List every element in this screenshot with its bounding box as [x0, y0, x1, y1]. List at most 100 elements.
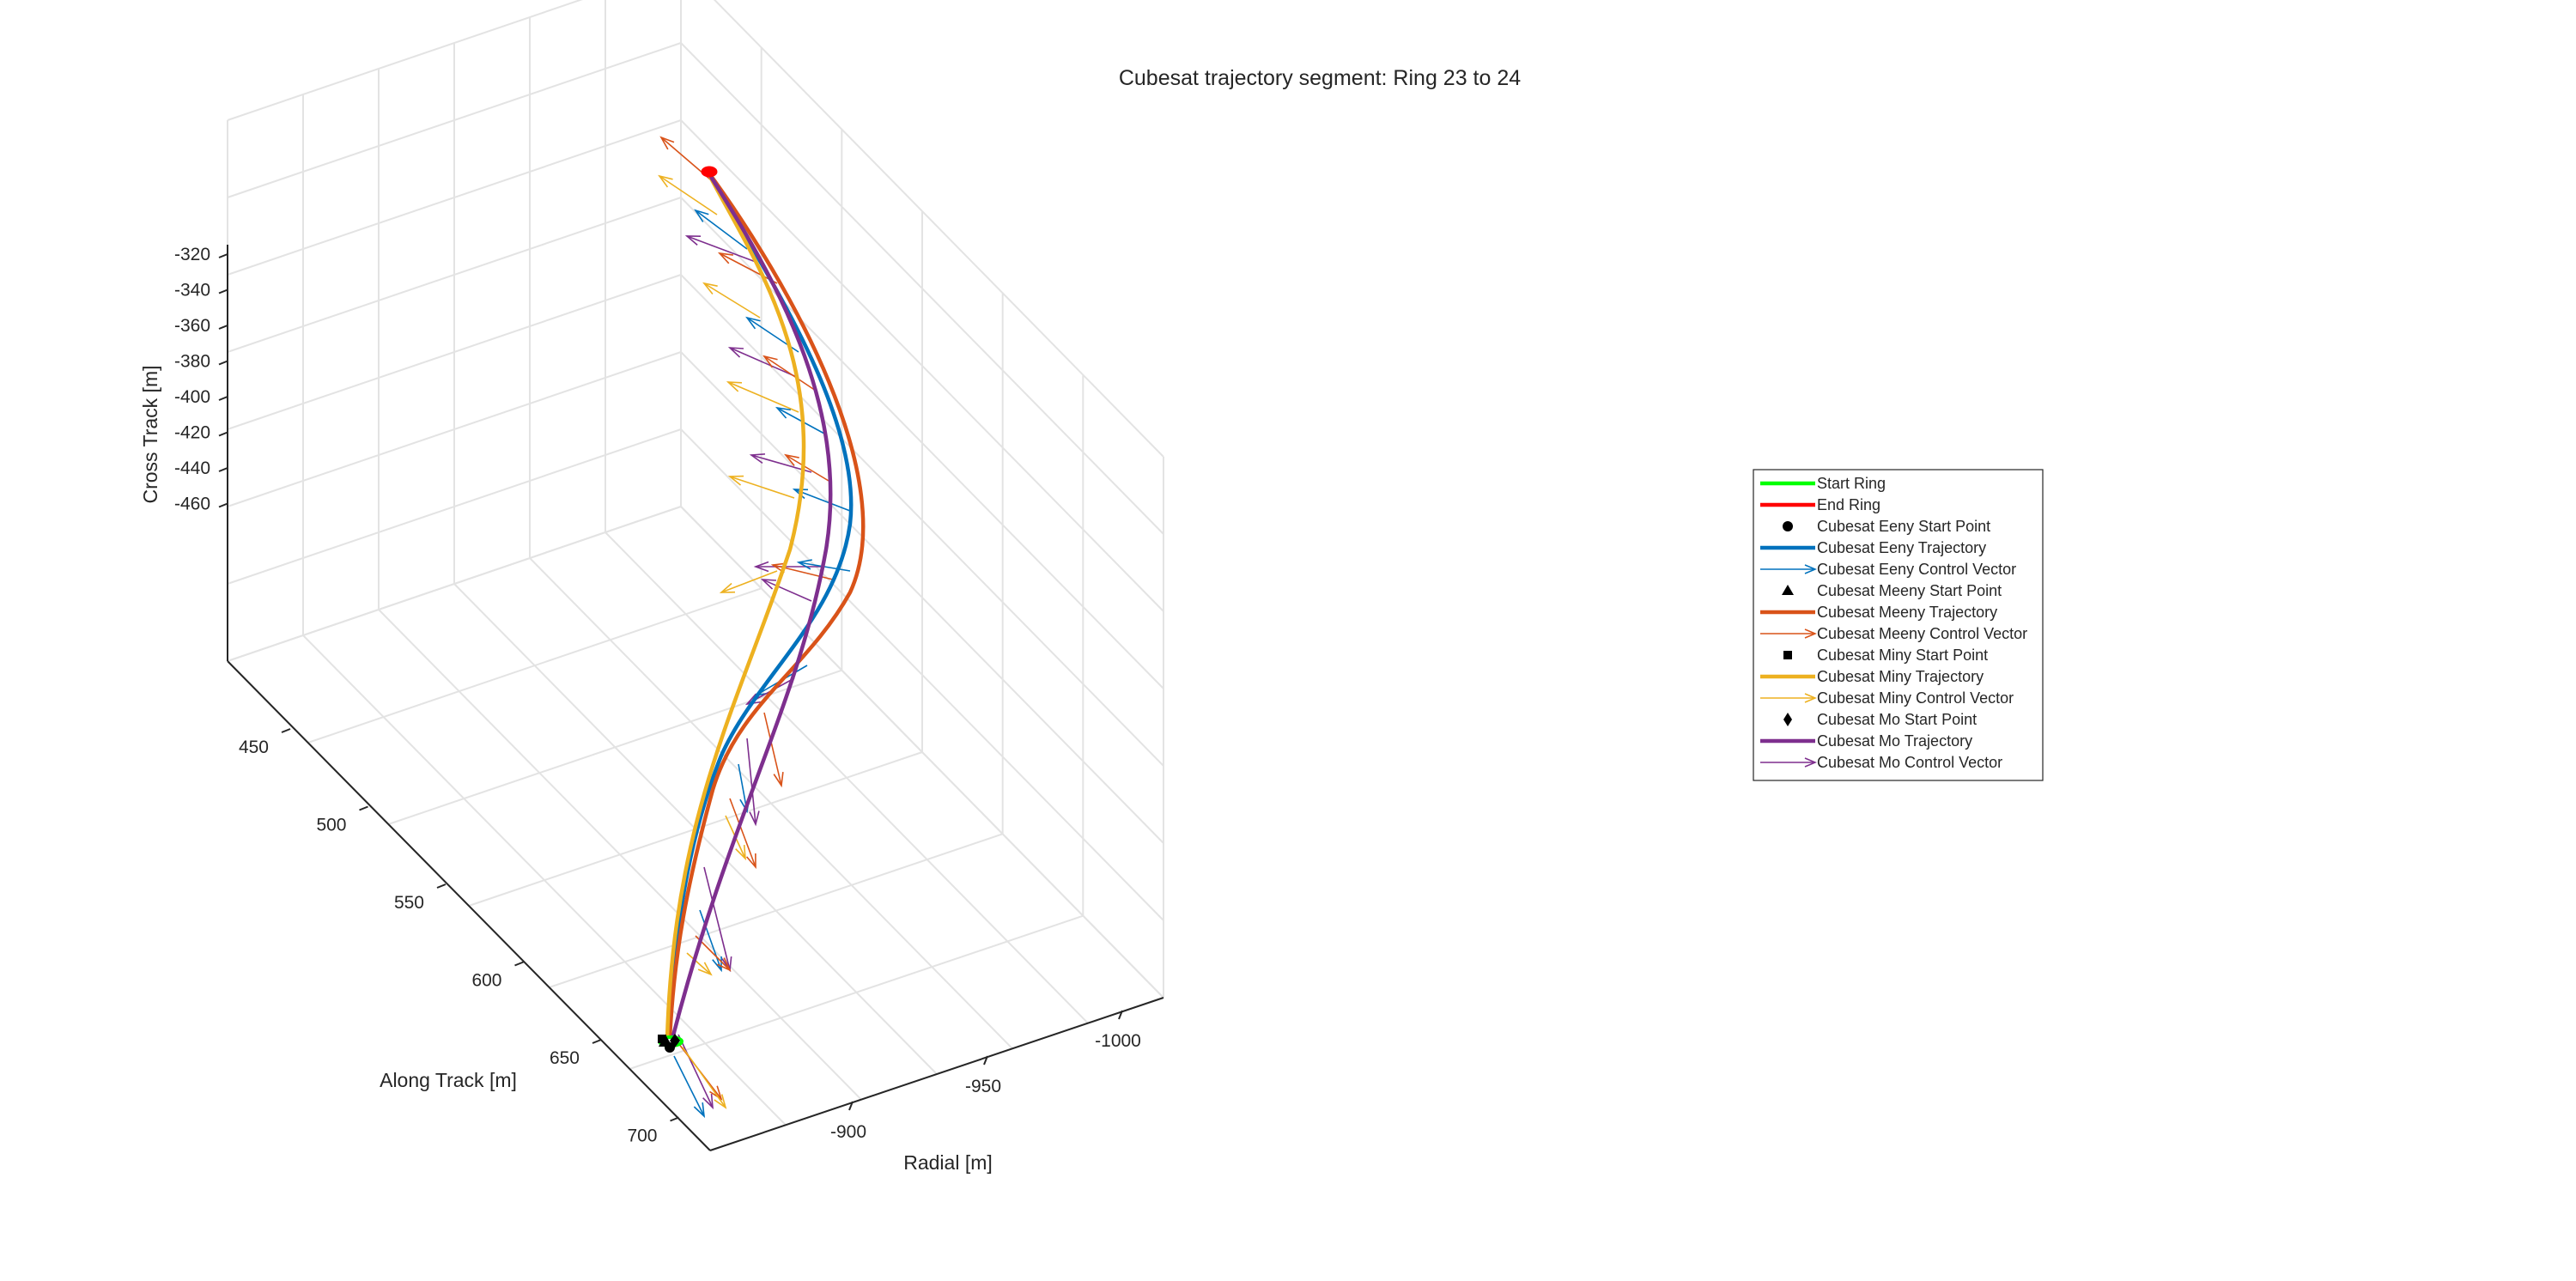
trajectory-lines: [665, 168, 866, 1040]
z-tick-mark: [218, 467, 228, 472]
legend-entry: Cubesat Mo Start Point: [1783, 711, 1977, 728]
control-vector-arrow: [762, 355, 817, 392]
z-tick-label: -360: [174, 316, 210, 336]
grid-line: [713, 0, 1164, 458]
x-tick-mark: [1118, 1010, 1123, 1020]
x-tick-label: -950: [965, 1077, 1001, 1096]
legend-entry: Cubesat Miny Control Vector: [1760, 689, 2014, 707]
legend: Start Ring End Ring Cubesat Eeny Start Poi…: [1753, 469, 2044, 781]
mo-start-point: [670, 1034, 680, 1047]
grid-line: [227, 428, 682, 585]
z-axis-label: Cross Track [m]: [139, 365, 161, 503]
y-tick-label: 600: [471, 971, 501, 991]
control-vector-arrow: [775, 406, 825, 434]
z-tick-mark: [218, 253, 228, 258]
x-tick-label: -1000: [1095, 1031, 1141, 1051]
legend-label: Start Ring: [1817, 475, 1886, 492]
legend-box: [1753, 469, 2044, 781]
y-tick-mark: [670, 1116, 679, 1122]
z-tick-mark: [218, 502, 228, 508]
legend-label: Cubesat Mo Trajectory: [1817, 732, 1972, 750]
grid-line: [680, 428, 1164, 921]
z-tick-label: -340: [174, 281, 210, 301]
legend-entry: Cubesat Eeny Start Point: [1783, 518, 1990, 535]
legend-entry: Cubesat Eeny Trajectory: [1760, 539, 1986, 556]
y-tick-label: 650: [550, 1048, 580, 1068]
z-tick-mark: [218, 288, 228, 294]
x-axis-label: Radial [m]: [903, 1151, 993, 1174]
legend-label: Cubesat Mo Control Vector: [1817, 754, 2002, 771]
legend-entry: Start Ring: [1760, 475, 1886, 492]
grid-line: [227, 351, 682, 507]
control-vector-arrow: [753, 561, 824, 573]
trajectory-eeny: [666, 168, 854, 1040]
legend-marker-circle: [1783, 521, 1793, 531]
legend-swatch-arrowhead: [1804, 564, 1817, 574]
legend-label: Cubesat Miny Start Point: [1817, 647, 1988, 664]
legend-marker-square: [1783, 651, 1792, 659]
legend-label: Cubesat Eeny Control Vector: [1817, 561, 2016, 578]
y-tick-label: 450: [239, 738, 269, 757]
legend-label: Cubesat Miny Control Vector: [1817, 689, 2014, 707]
control-vectors: [658, 136, 851, 1119]
axes-frame: [218, 245, 1164, 1151]
grid-line: [227, 42, 682, 198]
control-vector-arrow: [729, 798, 756, 870]
control-vector-arrow: [719, 570, 778, 593]
control-vector-arrow: [682, 1047, 727, 1109]
y-tick-label: 500: [316, 816, 346, 835]
legend-entry: End Ring: [1760, 496, 1880, 513]
legend-entry: Cubesat Eeny Control Vector: [1760, 561, 2016, 578]
legend-label: Cubesat Mo Start Point: [1817, 711, 1977, 728]
legend-label: End Ring: [1817, 496, 1880, 513]
grid-line: [605, 531, 1089, 1024]
trajectory-miny: [665, 168, 806, 1040]
z-tick-mark: [218, 431, 228, 437]
control-vector-arrow: [702, 282, 761, 319]
control-vector-arrow: [658, 174, 718, 216]
start-end-markers: [658, 166, 718, 1053]
control-vector-arrow: [726, 381, 799, 413]
end-ring-marker: [701, 166, 718, 178]
grid-line: [227, 506, 682, 662]
grid-line: [227, 274, 682, 430]
control-vector-arrow: [673, 1055, 706, 1119]
legend-entry: Cubesat Miny Trajectory: [1760, 668, 1984, 685]
z-tick-mark: [218, 360, 228, 366]
z-tick-label: -320: [174, 245, 210, 264]
y-tick-mark: [436, 883, 447, 889]
grid-line: [227, 119, 682, 276]
trajectory-meeny: [667, 168, 866, 1040]
control-vector-arrow: [763, 712, 784, 788]
grid-line: [680, 351, 1164, 844]
z-tick-label: -400: [174, 387, 210, 407]
y-tick-label: 700: [627, 1126, 657, 1146]
grid-line: [227, 197, 682, 353]
grid-line: [680, 42, 1164, 535]
control-vector-arrow: [717, 252, 778, 284]
axes-grid: [227, 0, 1164, 1151]
control-vector-arrow: [686, 952, 713, 976]
y-tick-label: 550: [394, 893, 424, 913]
tick-labels: -320 -340 -360 -380 -400 -420 -440 -460 450 500 55…: [174, 245, 1141, 1146]
y-axis-line: [227, 660, 711, 1151]
control-vector-arrow: [684, 235, 756, 263]
y-axis-label: Along Track [m]: [380, 1069, 517, 1091]
z-tick-mark: [218, 396, 228, 401]
z-tick-label: -380: [174, 352, 210, 372]
z-tick-label: -440: [174, 458, 210, 478]
miny-start-point: [658, 1035, 666, 1043]
chart-title: Cubesat trajectory segment: Ring 23 to 2…: [1119, 66, 1521, 90]
legend-entry: Cubesat Meeny Trajectory: [1760, 604, 1997, 621]
legend-entry: Cubesat Mo Trajectory: [1760, 732, 1972, 750]
legend-swatch-arrowhead: [1804, 693, 1817, 703]
legend-entry: Cubesat Meeny Start Point: [1782, 582, 2002, 599]
control-vector-arrow: [746, 738, 760, 827]
x-tick-mark: [848, 1101, 854, 1111]
grid-line: [680, 119, 1164, 612]
x-axis-line: [709, 997, 1164, 1151]
trajectory-mo: [670, 168, 833, 1040]
y-tick-mark: [281, 728, 291, 733]
control-vector-arrow: [783, 453, 829, 482]
